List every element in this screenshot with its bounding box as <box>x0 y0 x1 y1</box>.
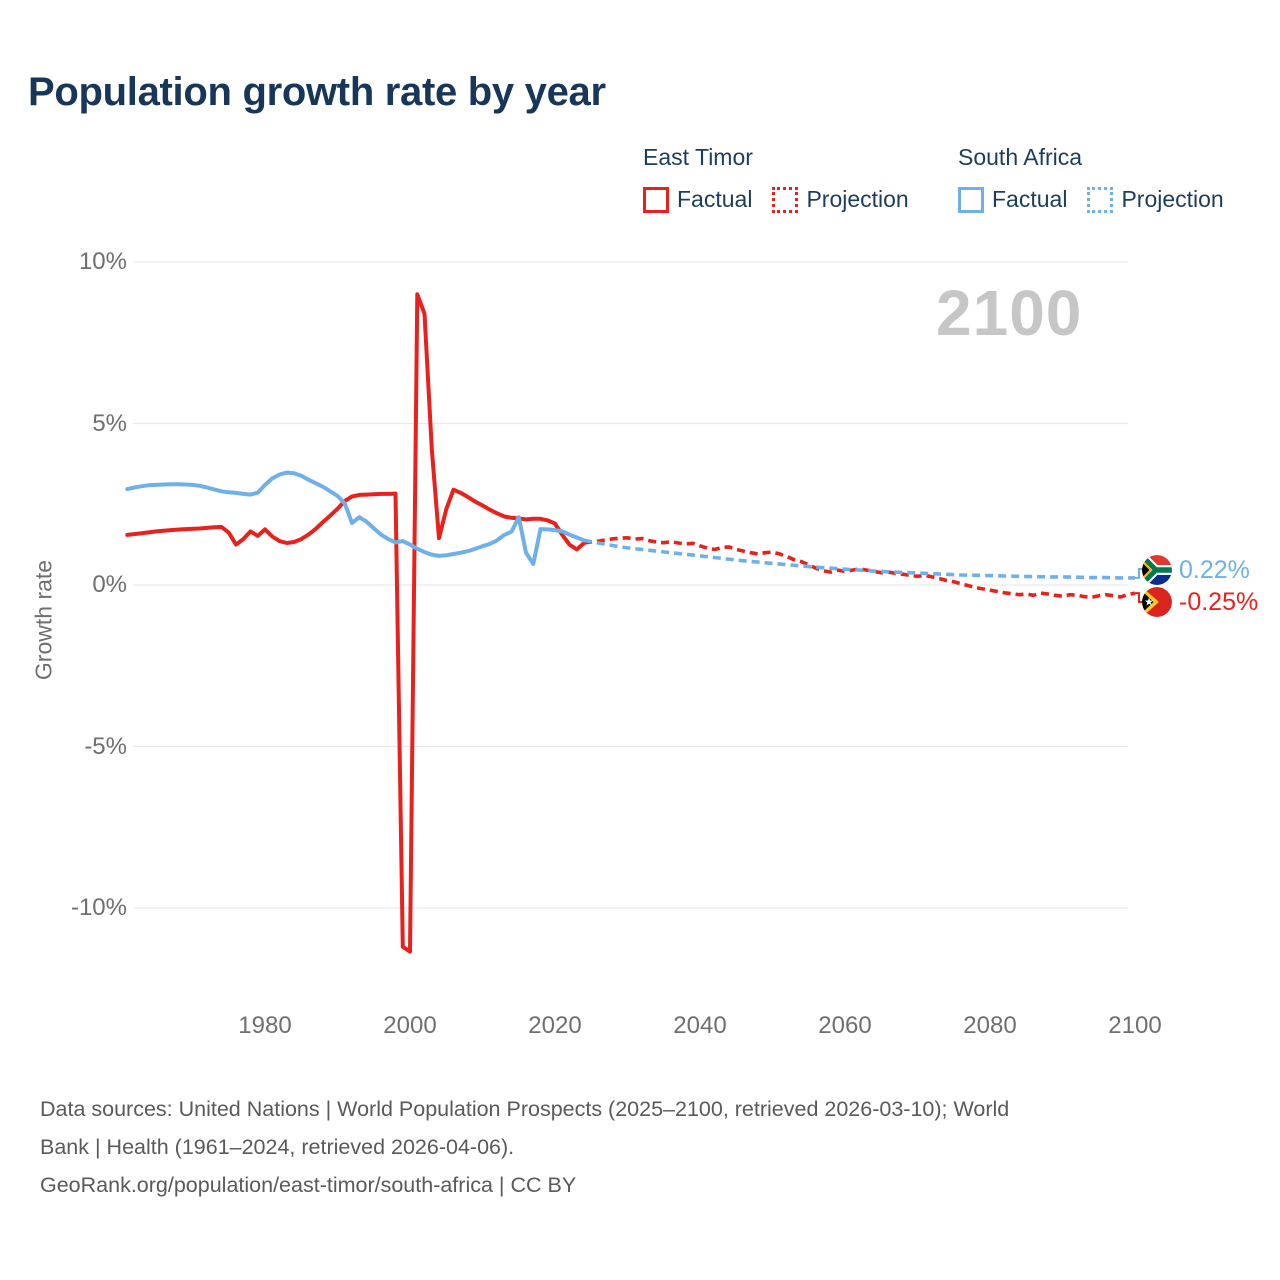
legend-item-south-africa-projection[interactable]: Projection <box>1087 186 1224 213</box>
highlighted-year-watermark: 2100 <box>936 277 1083 349</box>
east-timor-factual-line[interactable] <box>125 292 586 954</box>
x-tick-label: 1980 <box>238 1012 292 1039</box>
south-africa-end-label: 0.22% <box>1142 555 1250 585</box>
y-tick-label: 5% <box>92 409 127 437</box>
page-title: Population growth rate by year <box>28 70 606 114</box>
gridlines-layer <box>133 261 1128 909</box>
legend-group-title: East Timor <box>643 144 753 170</box>
east-timor-endlabel-connector <box>1135 592 1143 603</box>
x-tick-label: 2100 <box>1108 1012 1162 1039</box>
south-africa-factual-line[interactable] <box>125 470 586 566</box>
legend-item-south-africa-factual[interactable]: Factual <box>958 186 1067 213</box>
dotted-line-swatch-icon <box>1087 186 1114 213</box>
dotted-line-swatch-icon <box>772 186 799 213</box>
data-sources-line-2: Bank | Health (1961–2024, retrieved 2026… <box>40 1135 515 1159</box>
solid-line-swatch-icon <box>958 186 984 213</box>
x-tick-label: 2080 <box>963 1012 1017 1039</box>
south-africa-flag-icon <box>1142 555 1172 585</box>
y-tick-label: -10% <box>70 894 127 921</box>
x-tick-label: 2060 <box>818 1012 872 1039</box>
footer-attribution: Data sources: United Nations | World Pop… <box>40 1090 1240 1204</box>
legend-row: Factual Projection <box>958 186 1244 213</box>
legend-group-east-timor: East Timor Factual Projection <box>643 144 929 213</box>
east-timor-projection-line[interactable] <box>583 536 1136 600</box>
legend-row: Factual Projection <box>643 186 929 213</box>
series-layer <box>125 292 1136 954</box>
legend-item-east-timor-projection[interactable]: Projection <box>772 186 909 213</box>
y-tick-label: 0% <box>92 571 127 598</box>
east-timor-end-value: -0.25% <box>1179 587 1259 616</box>
legend-item-label: Projection <box>1121 186 1224 212</box>
legend-item-label: Projection <box>806 186 909 212</box>
east-timor-end-label: -0.25% <box>1142 587 1258 617</box>
legend-group-title: South Africa <box>958 144 1083 170</box>
data-sources-line-1: Data sources: United Nations | World Pop… <box>40 1097 1010 1121</box>
x-tick-label: 2000 <box>383 1012 437 1039</box>
legend-item-label: Factual <box>992 186 1068 212</box>
south-africa-endlabel-connector <box>1135 568 1143 579</box>
source-url-line: GeoRank.org/population/east-timor/south-… <box>40 1173 577 1197</box>
y-tick-label: 10% <box>78 248 127 275</box>
legend-group-south-africa: South Africa Factual Projection <box>958 144 1244 213</box>
south-africa-end-value: 0.22% <box>1179 555 1250 584</box>
solid-line-swatch-icon <box>643 186 669 213</box>
legend-item-label: Factual <box>677 186 753 212</box>
legend-item-east-timor-factual[interactable]: Factual <box>643 186 752 213</box>
east-timor-flag-icon <box>1142 587 1172 617</box>
south-africa-projection-line[interactable] <box>583 538 1135 580</box>
x-tick-label: 2040 <box>673 1012 727 1039</box>
y-tick-label: -5% <box>84 732 127 760</box>
x-tick-label: 2020 <box>528 1012 582 1039</box>
